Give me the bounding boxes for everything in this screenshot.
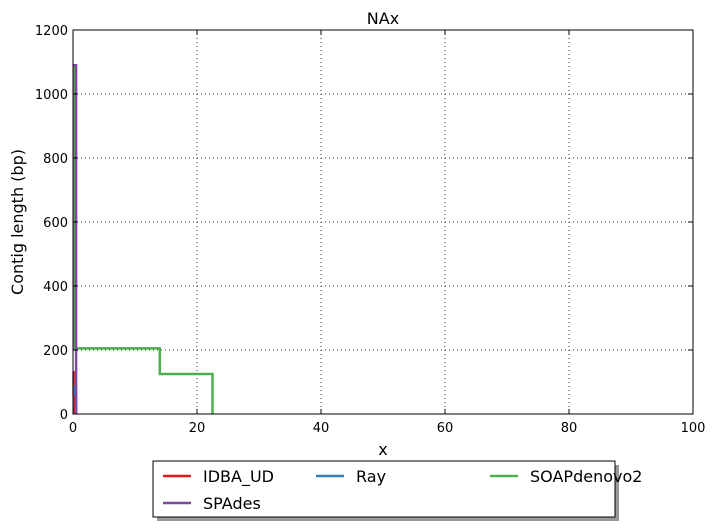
legend-label: IDBA_UD <box>203 467 274 487</box>
y-tick-label: 1000 <box>35 88 68 103</box>
chart-title: NAx <box>367 9 399 28</box>
x-tick-label: 80 <box>561 421 578 436</box>
series-line-spades <box>73 63 78 414</box>
x-axis-label: x <box>378 440 387 459</box>
y-tick-label: 600 <box>43 216 68 231</box>
y-tick-label: 200 <box>43 344 68 359</box>
y-tick-label: 0 <box>60 408 68 423</box>
legend-label: Ray <box>356 467 386 486</box>
grid <box>73 30 693 414</box>
x-tick-label: 0 <box>69 421 77 436</box>
series-lines <box>72 63 214 414</box>
x-tick-label: 40 <box>313 421 330 436</box>
y-tick-label: 400 <box>43 280 68 295</box>
legend-box <box>152 460 616 518</box>
legend-label: SPAdes <box>203 494 261 513</box>
y-axis-label: Contig length (bp) <box>8 149 27 295</box>
legend: IDBA_UD Ray SOAPdenovo2 SPAdes <box>152 460 642 521</box>
x-tick-label: 60 <box>437 421 454 436</box>
y-tick-label: 800 <box>43 152 68 167</box>
x-tick-label: 20 <box>189 421 206 436</box>
x-tick-label: 100 <box>681 421 706 436</box>
series-line-soapdenovo2 <box>72 63 214 414</box>
legend-label: SOAPdenovo2 <box>530 467 642 486</box>
y-tick-label: 1200 <box>35 24 68 39</box>
